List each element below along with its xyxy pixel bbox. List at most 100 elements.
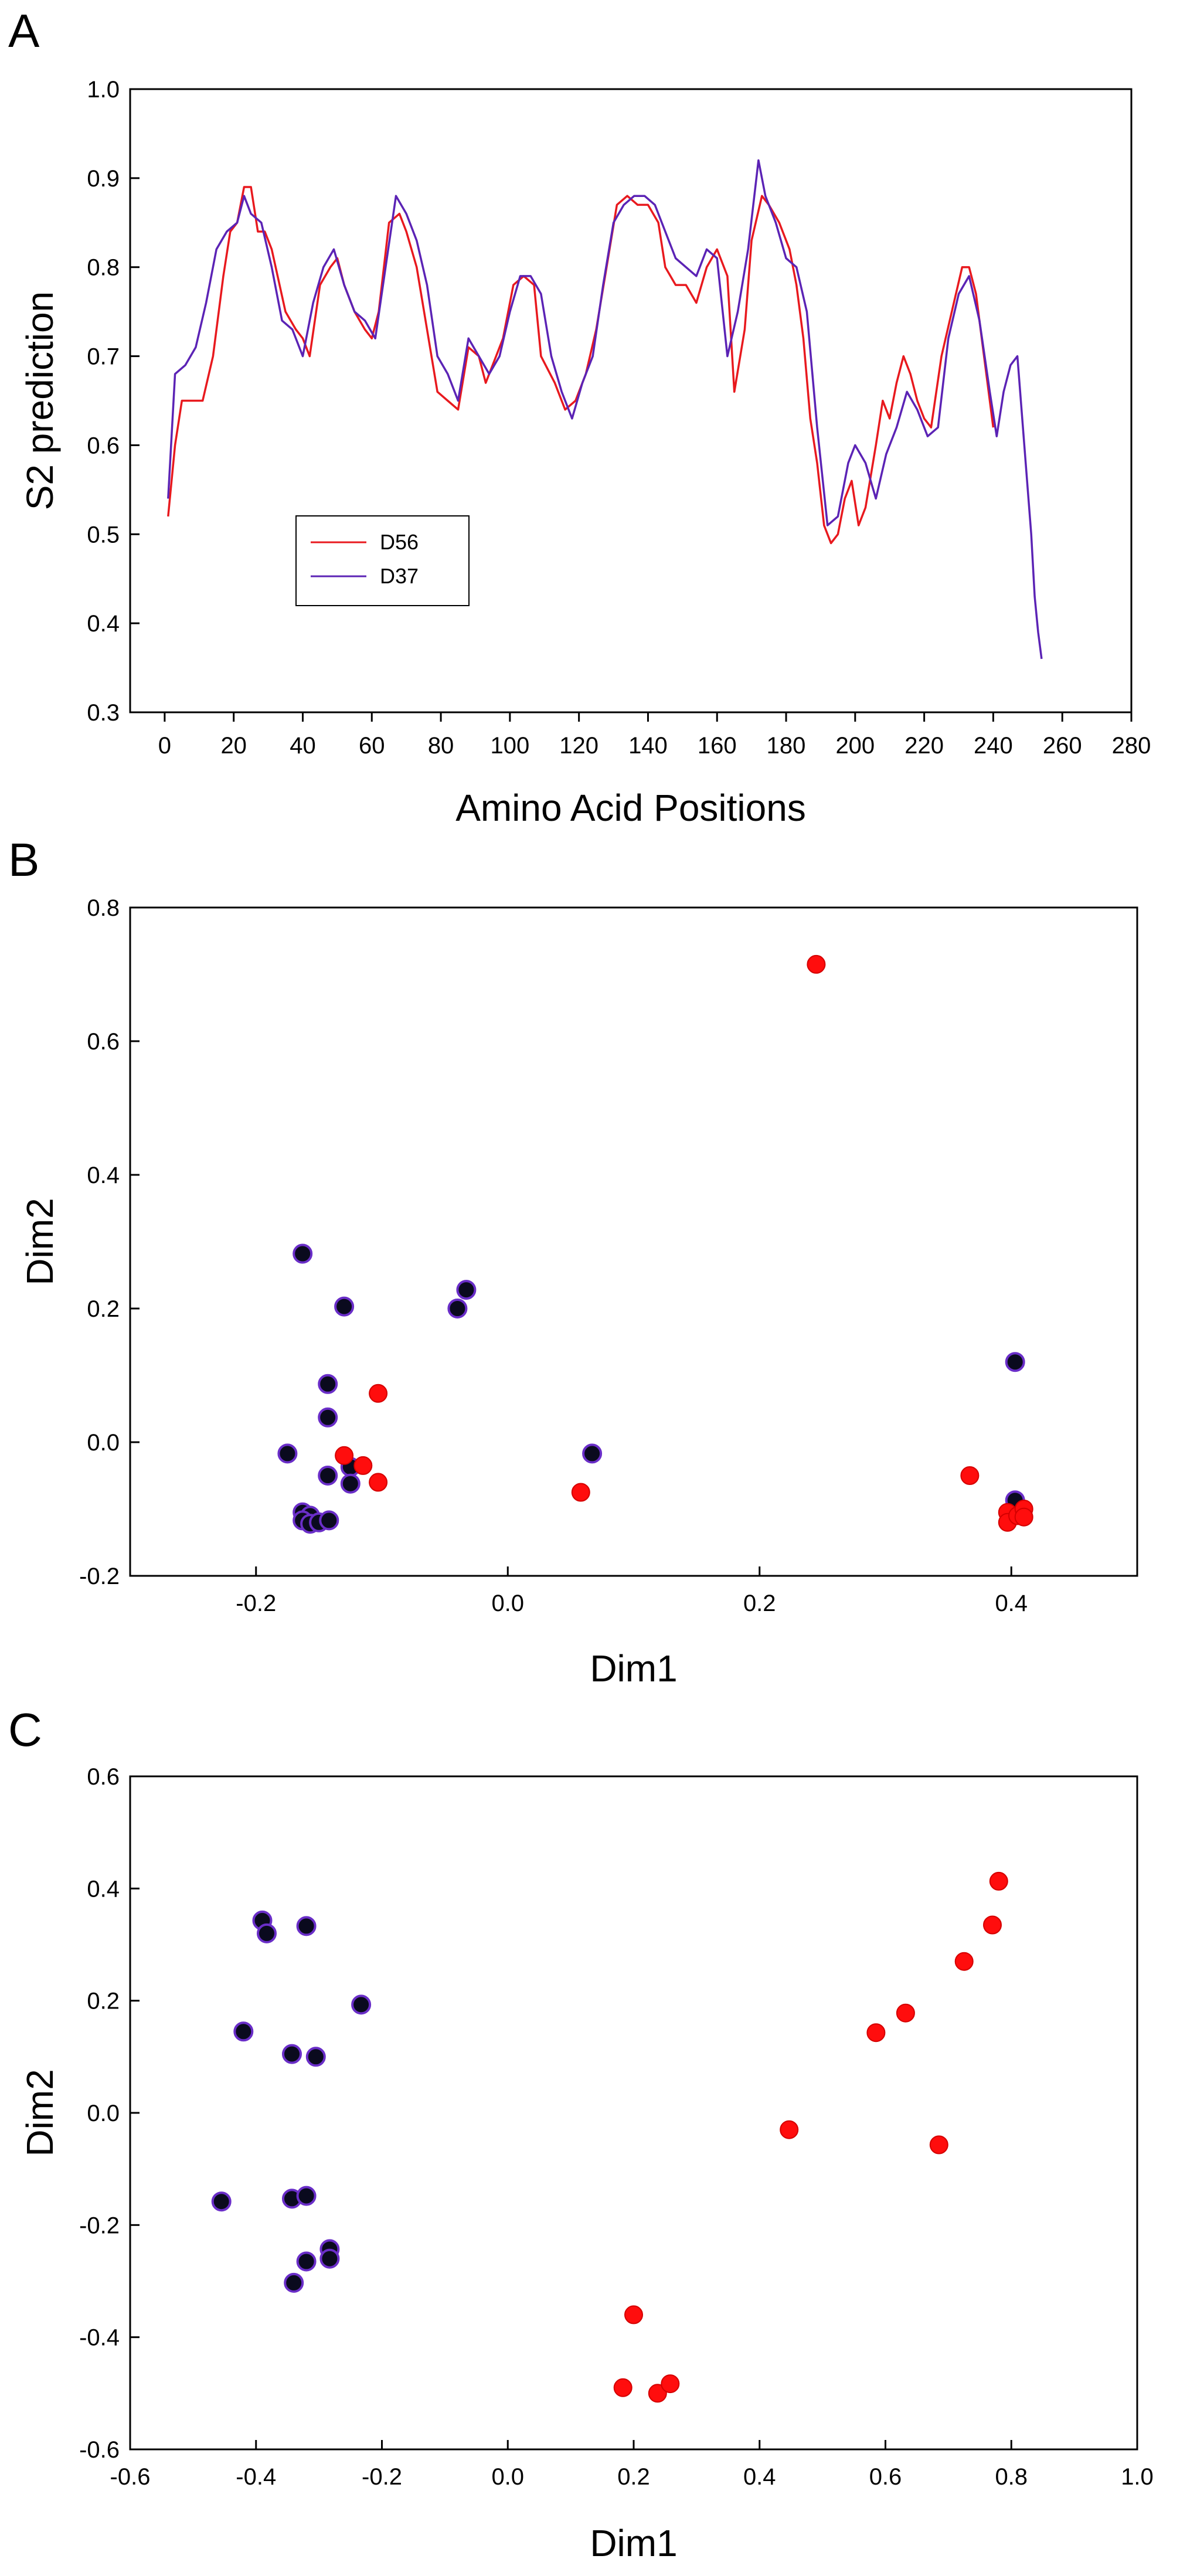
x-axis-label: Dim1 [590, 2522, 677, 2564]
scatter-point-black [233, 2021, 254, 2042]
scatter-point-red [780, 2120, 799, 2139]
scatter-point-black [296, 1916, 317, 1936]
legend-label-d56: D56 [380, 530, 419, 554]
scatter-point-black [296, 2186, 317, 2206]
y-tick-label: -0.2 [79, 1564, 120, 1589]
plot-frame [129, 88, 1133, 713]
panel-letter: A [8, 5, 40, 57]
scatter-point-red [1014, 1507, 1033, 1527]
y-tick-label: 0.6 [87, 1764, 120, 1790]
scatter-point-black [282, 2044, 302, 2064]
x-tick-label: 160 [698, 733, 737, 759]
y-tick-label: 0.8 [87, 895, 120, 921]
scatter-point-red [369, 1473, 388, 1492]
x-tick-label: -0.2 [236, 1591, 276, 1616]
scatter-point-black [277, 1443, 298, 1464]
y-axis-label: Dim2 [19, 1198, 61, 1285]
scatter-point-black [456, 1280, 477, 1300]
scatter-point-red [648, 2384, 667, 2403]
scatter-point-red [866, 2023, 886, 2043]
y-tick-label: 0.2 [87, 1989, 120, 2014]
scatter-point-black [305, 2047, 326, 2067]
panel-a-line-chart: A 0 20 40 60 80 100 120 140 160 180 200 220 240 260 28… [8, 5, 1151, 829]
series-line-d37 [167, 159, 1043, 660]
y-tick-label: 0.9 [87, 166, 120, 192]
y-tick-label: 0.7 [87, 344, 120, 370]
y-axis-label: S2 prediction [19, 291, 61, 511]
y-tick-label: 0.8 [87, 255, 120, 281]
x-tick-label: -0.4 [236, 2464, 276, 2490]
legend: D56 D37 [295, 515, 470, 606]
scatter-point-red [613, 2378, 632, 2397]
panel-b-scatter-chart: B -0.2 0.0 0.2 0.4-0.20.00.20.40.60.8 Dim1 … [8, 834, 1138, 1690]
x-tick-label: 200 [835, 733, 875, 759]
scatter-point-black [318, 1374, 338, 1394]
x-tick-label: -0.6 [110, 2464, 151, 2490]
x-tick-label: 1.0 [1121, 2464, 1154, 2490]
y-tick-label: 1.0 [87, 77, 120, 103]
x-tick-label: 180 [767, 733, 806, 759]
scatter-point-black [318, 1407, 338, 1428]
scatter-point-black [296, 2251, 317, 2272]
scatter-point-red [954, 1952, 974, 1971]
y-tick-label: 0.4 [87, 1163, 120, 1188]
scatter-point-red [983, 1915, 1002, 1935]
x-tick-label: 0.0 [491, 2464, 524, 2490]
y-tick-label: 0.0 [87, 2101, 120, 2126]
y-tick-label: 0.3 [87, 700, 120, 726]
scatter-point-black [319, 1510, 339, 1531]
scatter-point-black [351, 1994, 372, 2015]
scatter-point-red [335, 1446, 354, 1465]
scatter-point-black [211, 2191, 232, 2212]
y-tick-label: 0.2 [87, 1296, 120, 1322]
scatter-point-black [257, 1923, 277, 1943]
scatter-point-black [284, 2272, 304, 2293]
y-tick-label: 0.5 [87, 522, 120, 548]
y-tick-label: 0.6 [87, 433, 120, 458]
y-tick-label: -0.6 [79, 2437, 120, 2463]
scatter-point-red [960, 1466, 980, 1485]
series-line-d56 [167, 186, 995, 545]
y-tick-label: 0.4 [87, 611, 120, 637]
plot-frame [129, 906, 1138, 1577]
x-tick-label: 0.2 [743, 1591, 776, 1616]
scatter-point-red [624, 2305, 643, 2324]
scatter-point-black [293, 1243, 313, 1264]
y-tick-label: -0.2 [79, 2213, 120, 2238]
panel-c-scatter-chart: C -0.6 -0.4 -0.2 0.0 0.2 0.4 0.6 0.8 1.0 -0.6 -0.4… [8, 1704, 1154, 2564]
x-tick-label: 0 [158, 733, 171, 759]
x-tick-label: 220 [904, 733, 944, 759]
scatter-point-red [571, 1483, 590, 1502]
scatter-point-red [661, 2374, 680, 2394]
x-tick-label: 0.2 [617, 2464, 650, 2490]
x-axis-label: Amino Acid Positions [455, 787, 806, 829]
scatter-point-black [447, 1299, 468, 1318]
x-tick-label: 20 [220, 733, 247, 759]
scatter-point-black [334, 1296, 355, 1317]
scatter-point-red [989, 1871, 1008, 1891]
scatter-point-black [340, 1473, 361, 1494]
plot-frame [129, 1775, 1138, 2451]
legend-box [295, 515, 470, 606]
x-tick-label: 0.4 [743, 2464, 776, 2490]
x-tick-label: 100 [490, 733, 529, 759]
scatter-point-red [896, 2003, 915, 2023]
x-tick-label: 60 [359, 733, 385, 759]
x-tick-label: 0.6 [869, 2464, 902, 2490]
y-axis-label: Dim2 [19, 2069, 61, 2156]
x-tick-label: 280 [1112, 733, 1151, 759]
scatter-point-red [807, 954, 826, 974]
scatter-point-black [1005, 1352, 1025, 1372]
x-tick-label: 0.4 [995, 1591, 1028, 1616]
x-tick-label: 240 [974, 733, 1013, 759]
x-tick-label: 120 [559, 733, 598, 759]
x-tick-label: 260 [1043, 733, 1082, 759]
y-tick-label: 0.4 [87, 1876, 120, 1902]
x-tick-label: 0.8 [995, 2464, 1028, 2490]
scatter-point-red [929, 2135, 948, 2154]
y-tick-label: 0.0 [87, 1430, 120, 1456]
x-tick-label: 140 [628, 733, 668, 759]
x-axis-label: Dim1 [590, 1647, 677, 1690]
scatter-point-black [319, 2248, 340, 2269]
